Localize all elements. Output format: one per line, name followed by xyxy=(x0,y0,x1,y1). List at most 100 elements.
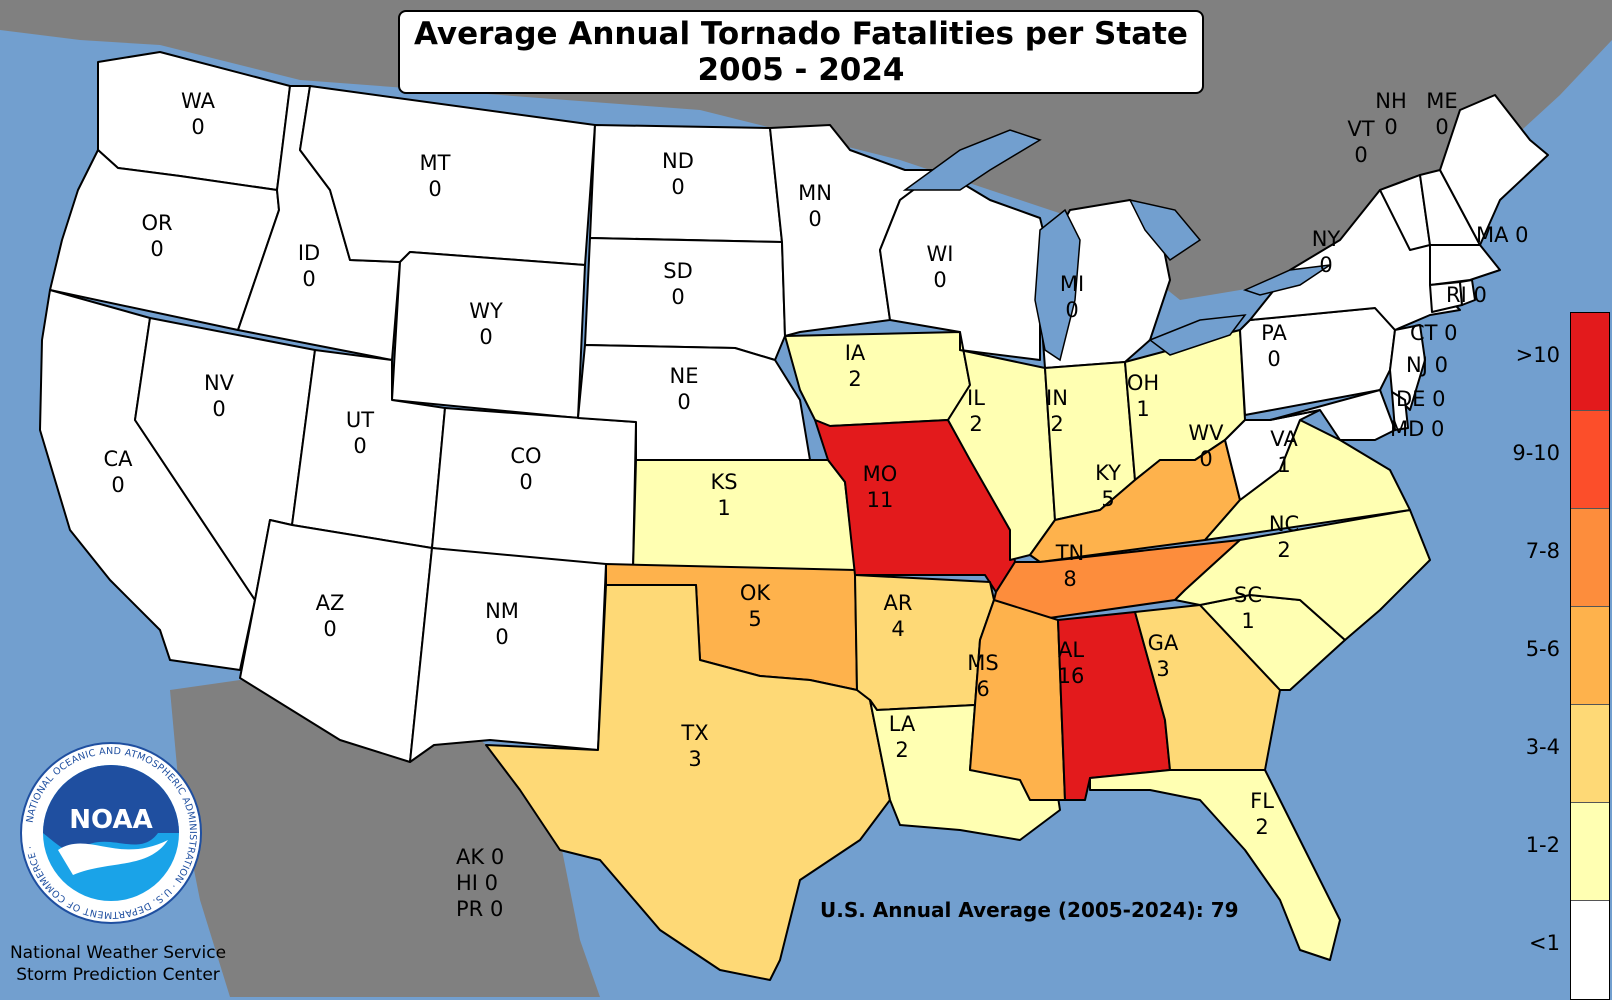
state-value-ID: 0 xyxy=(302,267,315,291)
state-IA[interactable] xyxy=(784,331,971,427)
state-value-ND: 0 xyxy=(671,175,684,199)
state-abbr-SD: SD xyxy=(663,259,693,283)
state-value-MO: 11 xyxy=(867,488,894,512)
state-value-WV: 0 xyxy=(1199,447,1212,471)
state-value-CA: 0 xyxy=(111,473,124,497)
territory-PR: PR 0 xyxy=(456,897,504,921)
state-value-ME: 0 xyxy=(1435,115,1448,139)
state-label-NJ: NJ 0 xyxy=(1406,353,1448,377)
state-abbr-WY: WY xyxy=(469,299,503,323)
state-abbr-MO: MO xyxy=(863,462,898,486)
state-value-NM: 0 xyxy=(495,625,508,649)
state-ME[interactable] xyxy=(1439,94,1549,246)
state-abbr-ME: ME xyxy=(1426,89,1457,113)
legend-label-9-10: 9-10 xyxy=(1512,441,1560,465)
state-abbr-VT: VT xyxy=(1347,117,1374,141)
state-KS[interactable] xyxy=(632,459,856,571)
state-RI[interactable] xyxy=(1459,279,1476,306)
state-value-OH: 1 xyxy=(1136,397,1149,421)
state-abbr-SC: SC xyxy=(1234,583,1262,607)
state-label-MA: MA 0 xyxy=(1476,223,1529,247)
state-abbr-MT: MT xyxy=(420,151,451,175)
state-abbr-NM: NM xyxy=(485,599,519,623)
state-value-MI: 0 xyxy=(1065,298,1078,322)
state-abbr-CO: CO xyxy=(510,444,541,468)
state-value-WI: 0 xyxy=(933,268,946,292)
state-abbr-WV: WV xyxy=(1188,421,1224,445)
state-TX[interactable] xyxy=(485,584,891,981)
legend-label-7-8: 7-8 xyxy=(1525,539,1560,563)
state-MA[interactable] xyxy=(1429,244,1501,286)
state-value-WA: 0 xyxy=(191,115,204,139)
state-value-PA: 0 xyxy=(1267,347,1280,371)
state-value-IL: 2 xyxy=(969,412,982,436)
state-abbr-TN: TN xyxy=(1055,541,1085,565)
state-MD[interactable] xyxy=(1269,389,1396,441)
legend-swatch-3-4 xyxy=(1571,705,1609,803)
state-AR[interactable] xyxy=(854,574,995,711)
state-value-NC: 2 xyxy=(1277,538,1290,562)
legend-label-1-2: 1-2 xyxy=(1525,833,1560,857)
state-value-TX: 3 xyxy=(688,747,701,771)
state-abbr-VA: VA xyxy=(1270,427,1298,451)
color-legend xyxy=(1570,312,1610,1000)
noaa-logo: NOAA NATIONAL OCEANIC AND ATMOSPHERIC AD… xyxy=(20,742,202,924)
title-box: Average Annual Tornado Fatalities per St… xyxy=(398,10,1204,94)
state-label-CT: CT 0 xyxy=(1410,321,1458,345)
state-value-AZ: 0 xyxy=(323,617,336,641)
state-value-KS: 1 xyxy=(717,496,730,520)
state-WY[interactable] xyxy=(391,251,586,419)
credits-line1: National Weather Service xyxy=(9,943,227,963)
state-SD[interactable] xyxy=(584,237,786,361)
state-value-TN: 8 xyxy=(1063,567,1076,591)
state-abbr-AZ: AZ xyxy=(316,591,345,615)
state-abbr-WA: WA xyxy=(181,89,216,113)
legend-swatch-7-8 xyxy=(1571,509,1609,607)
state-label-MD: MD 0 xyxy=(1390,417,1444,441)
legend-label-3-4: 3-4 xyxy=(1525,735,1560,759)
state-value-SD: 0 xyxy=(671,285,684,309)
state-WV[interactable] xyxy=(1224,409,1321,501)
state-labels: WA0OR0CA0ID0NV0MT0WY0UT0AZ0CO0NM0ND0SD0N… xyxy=(103,89,1528,839)
state-value-IA: 2 xyxy=(848,367,861,391)
national-average: U.S. Annual Average (2005-2024): 79 xyxy=(820,898,1239,922)
state-abbr-PA: PA xyxy=(1261,321,1287,345)
credits-line2: Storm Prediction Center xyxy=(16,965,220,985)
state-NM[interactable] xyxy=(409,547,607,763)
legend-label-gt10: >10 xyxy=(1515,343,1560,367)
state-ND[interactable] xyxy=(589,124,783,243)
state-DE[interactable] xyxy=(1391,391,1409,431)
state-value-MN: 0 xyxy=(808,207,821,231)
state-value-SC: 1 xyxy=(1241,609,1254,633)
state-FL[interactable] xyxy=(1089,769,1341,961)
state-value-VA: 1 xyxy=(1277,453,1290,477)
state-NC[interactable] xyxy=(1174,509,1431,641)
map-title: Average Annual Tornado Fatalities per St… xyxy=(414,16,1188,52)
territory-AK: AK 0 xyxy=(456,845,505,869)
state-NJ[interactable] xyxy=(1389,324,1426,411)
state-abbr-KS: KS xyxy=(710,470,737,494)
map-subtitle: 2005 - 2024 xyxy=(697,52,905,88)
state-value-NY: 0 xyxy=(1319,253,1332,277)
territory-HI: HI 0 xyxy=(456,871,499,895)
state-value-LA: 2 xyxy=(895,738,908,762)
state-abbr-WI: WI xyxy=(927,242,954,266)
state-MT[interactable] xyxy=(299,85,596,266)
state-value-CO: 0 xyxy=(519,470,532,494)
state-value-FL: 2 xyxy=(1255,815,1268,839)
state-abbr-UT: UT xyxy=(346,408,374,432)
great-lakes xyxy=(902,129,1331,362)
state-value-NV: 0 xyxy=(212,397,225,421)
state-CO[interactable] xyxy=(431,407,637,571)
state-abbr-GA: GA xyxy=(1148,631,1179,655)
state-abbr-AR: AR xyxy=(884,591,913,615)
state-abbr-IA: IA xyxy=(845,341,866,365)
legend-label-lt1: <1 xyxy=(1529,931,1560,955)
state-value-OR: 0 xyxy=(150,237,163,261)
state-value-MS: 6 xyxy=(976,677,989,701)
legend-label-5-6: 5-6 xyxy=(1525,637,1560,661)
state-value-NE: 0 xyxy=(677,390,690,414)
state-abbr-IL: IL xyxy=(967,386,985,410)
